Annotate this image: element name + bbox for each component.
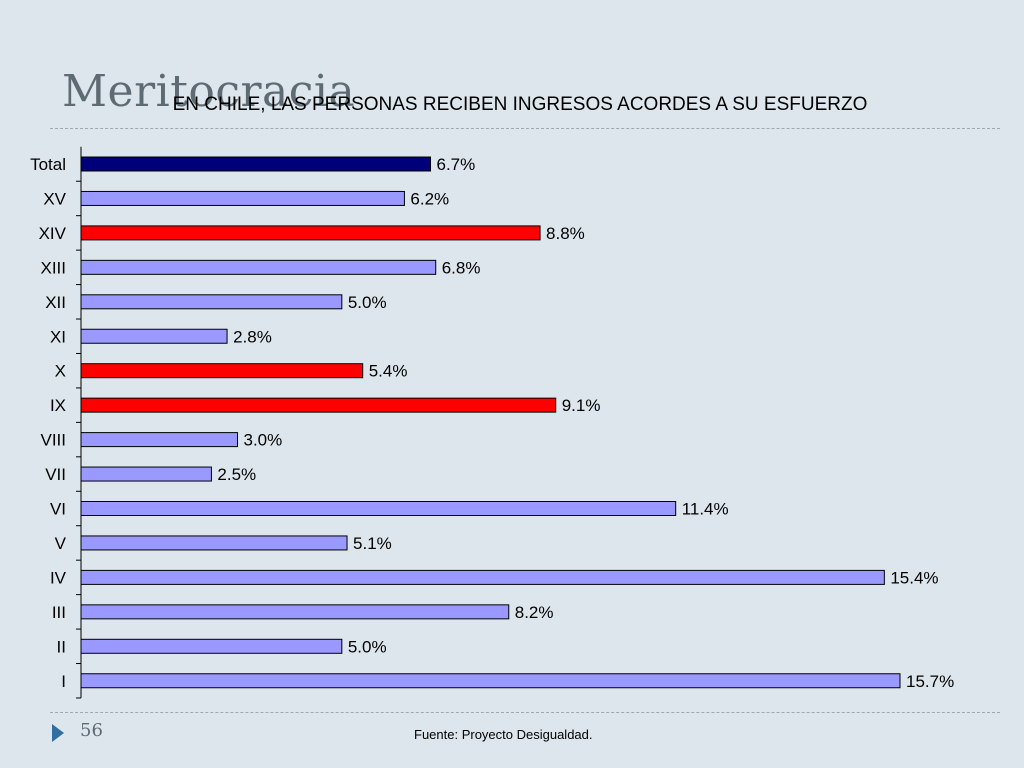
bar [80, 501, 677, 516]
value-label: 3.0% [243, 431, 282, 450]
value-label: 2.5% [217, 465, 256, 484]
value-label: 5.1% [353, 534, 392, 553]
value-label: 5.4% [369, 362, 408, 381]
category-label: XI [50, 327, 66, 346]
category-label: III [52, 603, 66, 622]
bar [80, 156, 432, 172]
value-label: 6.7% [437, 155, 476, 174]
category-label: IX [50, 396, 66, 415]
value-label: 9.1% [562, 396, 601, 415]
category-label: VI [50, 500, 66, 519]
value-label: 8.2% [515, 603, 554, 622]
category-label: V [55, 534, 67, 553]
category-label: XV [43, 189, 66, 208]
bar [80, 466, 212, 482]
category-label: VII [45, 465, 66, 484]
value-label: 5.0% [348, 293, 387, 312]
value-label: 6.2% [410, 189, 449, 208]
value-label: 11.4% [682, 500, 729, 519]
category-label: Total [30, 155, 66, 174]
bar-chart: Total 6.7%XV 6.2%XIV 8.8%XIII 6.8%XII 5.0%XI 2… [30, 146, 954, 699]
category-label: I [61, 672, 66, 691]
bar [80, 397, 557, 413]
chart-title: EN CHILE, LAS PERSONAS RECIBEN INGRESOS … [172, 94, 868, 115]
value-label: 6.8% [442, 258, 481, 277]
category-label: VIII [40, 431, 66, 450]
bar [80, 604, 510, 620]
category-label: IV [50, 568, 67, 587]
bar [80, 294, 343, 310]
category-label: XIV [39, 224, 67, 243]
source-note: Fuente: Proyecto Desigualdad. [414, 727, 593, 742]
value-label: 15.4% [890, 568, 938, 587]
bar [80, 363, 364, 379]
bar [80, 328, 228, 344]
value-label: 15.7% [906, 672, 954, 691]
footer-divider [50, 712, 1000, 713]
bar [80, 432, 238, 448]
category-label: X [55, 362, 66, 381]
title-divider [50, 128, 1000, 129]
bar [80, 569, 885, 585]
bar [80, 673, 901, 689]
value-label: 2.8% [233, 327, 272, 346]
bar [80, 190, 405, 206]
slide-title: Meritocracia [62, 66, 356, 117]
bar [80, 225, 541, 241]
nav-arrow-icon[interactable] [52, 724, 64, 742]
bar [80, 259, 437, 275]
category-label: XII [45, 293, 66, 312]
bar [80, 535, 348, 551]
category-label: II [57, 637, 66, 656]
value-label: 8.8% [546, 224, 585, 243]
value-label: 5.0% [348, 637, 387, 656]
bar [80, 638, 343, 654]
category-label: XIII [40, 258, 66, 277]
page-number: 56 [80, 720, 103, 741]
